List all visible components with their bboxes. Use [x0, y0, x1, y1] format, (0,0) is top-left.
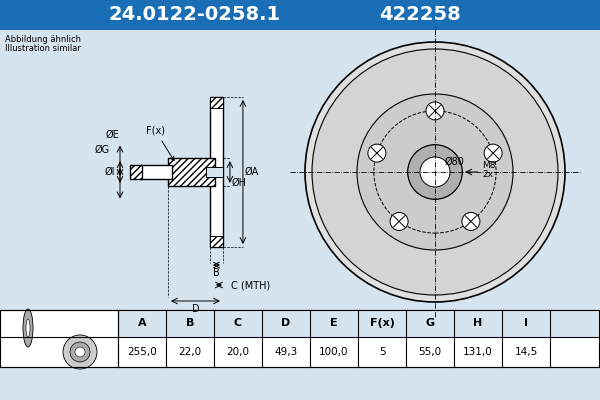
Circle shape — [368, 144, 386, 162]
Text: G: G — [425, 318, 434, 328]
Text: Abbildung ähnlich: Abbildung ähnlich — [5, 35, 81, 44]
Text: ØI: ØI — [105, 167, 115, 177]
Text: E: E — [330, 318, 338, 328]
Circle shape — [484, 144, 502, 162]
Text: 22,0: 22,0 — [178, 347, 202, 357]
Text: 2x: 2x — [482, 170, 493, 179]
Text: 5: 5 — [379, 347, 385, 357]
Circle shape — [70, 342, 90, 362]
Text: 24.0122-0258.1: 24.0122-0258.1 — [109, 6, 281, 24]
Bar — [210, 97, 223, 108]
Bar — [0, 310, 599, 367]
Text: Illustration similar: Illustration similar — [5, 44, 81, 53]
Text: C: C — [234, 318, 242, 328]
Text: 49,3: 49,3 — [274, 347, 298, 357]
Circle shape — [462, 212, 480, 230]
Bar — [130, 165, 142, 179]
Text: 131,0: 131,0 — [463, 347, 493, 357]
Text: B: B — [186, 318, 194, 328]
Text: C (MTH): C (MTH) — [232, 280, 271, 290]
Text: H: H — [473, 318, 482, 328]
Text: ØH: ØH — [232, 178, 247, 188]
Text: F(x): F(x) — [146, 126, 174, 160]
Text: M8: M8 — [482, 161, 496, 170]
Text: F(x): F(x) — [370, 318, 394, 328]
Text: 14,5: 14,5 — [514, 347, 538, 357]
Bar — [210, 236, 223, 247]
Circle shape — [426, 102, 444, 120]
Text: D: D — [281, 318, 290, 328]
Circle shape — [63, 335, 97, 369]
Bar — [118, 310, 599, 337]
FancyBboxPatch shape — [0, 0, 600, 30]
Text: 55,0: 55,0 — [418, 347, 442, 357]
Ellipse shape — [26, 319, 30, 337]
Text: B: B — [213, 268, 220, 278]
Circle shape — [75, 347, 85, 357]
Text: 255,0: 255,0 — [127, 347, 157, 357]
Text: 20,0: 20,0 — [227, 347, 250, 357]
Text: ØG: ØG — [94, 145, 110, 155]
Bar — [140, 165, 172, 179]
Circle shape — [390, 212, 408, 230]
Text: 100,0: 100,0 — [319, 347, 349, 357]
Text: D: D — [191, 304, 199, 314]
Ellipse shape — [23, 309, 33, 347]
Text: 422258: 422258 — [379, 6, 461, 24]
Circle shape — [357, 94, 513, 250]
Bar — [210, 97, 223, 247]
Text: ØE: ØE — [105, 130, 119, 140]
Circle shape — [420, 157, 450, 187]
Text: I: I — [524, 318, 528, 328]
Text: ØA: ØA — [245, 167, 259, 177]
Text: A: A — [137, 318, 146, 328]
Text: Ø80: Ø80 — [445, 157, 464, 167]
Bar — [206, 167, 223, 177]
Circle shape — [408, 145, 463, 199]
Circle shape — [312, 49, 558, 295]
Circle shape — [305, 42, 565, 302]
Bar — [168, 158, 215, 186]
